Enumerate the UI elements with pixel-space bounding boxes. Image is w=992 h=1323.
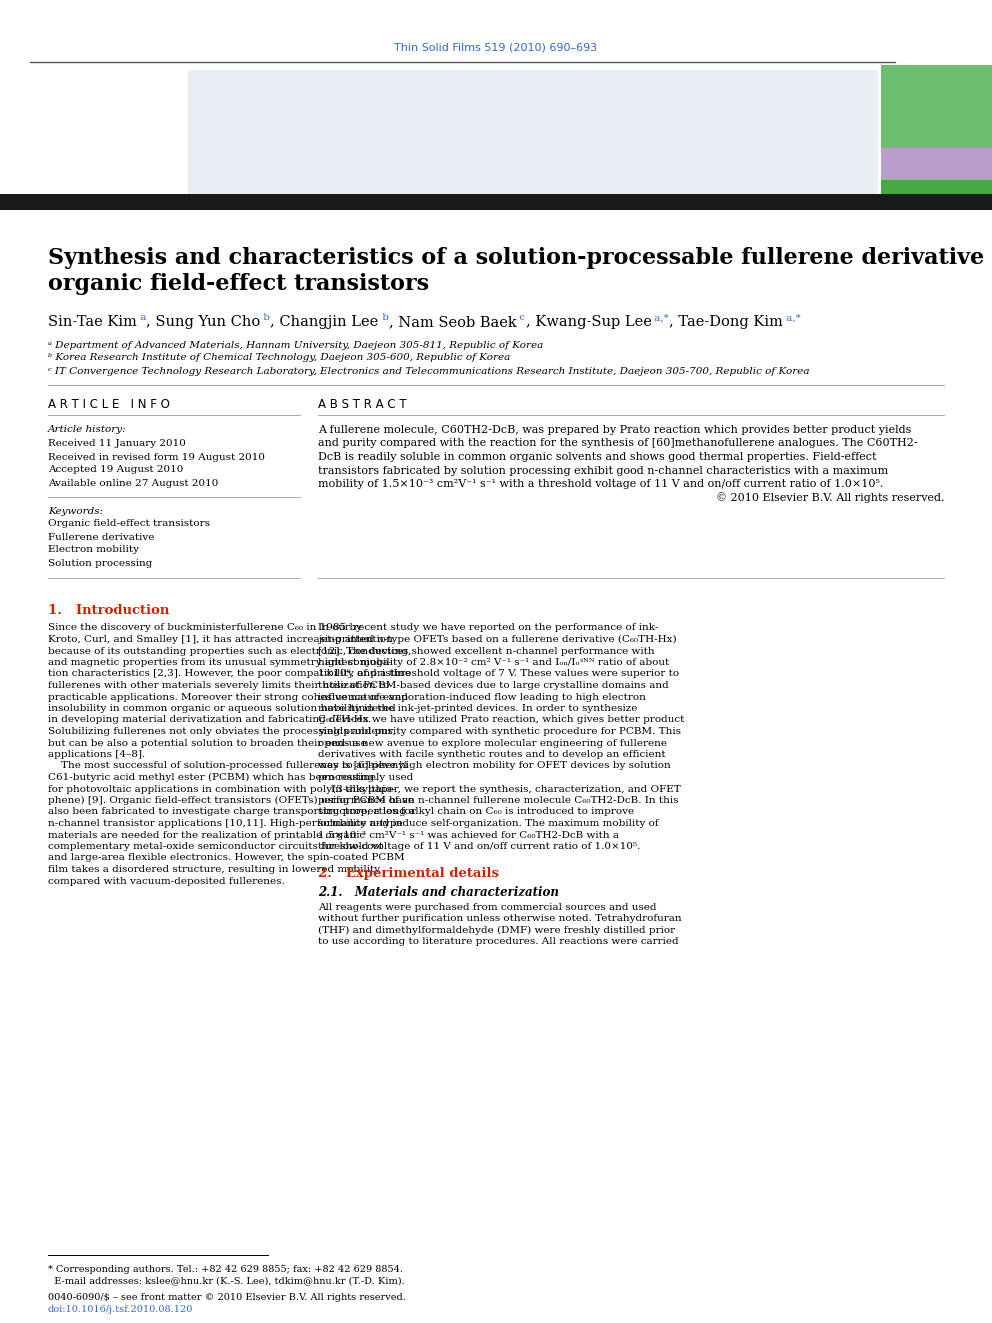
Text: 🌲: 🌲 [94, 134, 112, 163]
Text: influence of evaporation-induced flow leading to high electron: influence of evaporation-induced flow le… [318, 692, 646, 701]
Text: ELSEVIER: ELSEVIER [66, 108, 140, 122]
Text: applications [4–8].: applications [4–8]. [48, 750, 145, 759]
Text: insolubility in common organic or aqueous solution have hindered: insolubility in common organic or aqueou… [48, 704, 396, 713]
Text: Organic field-effect transistors: Organic field-effect transistors [48, 520, 210, 528]
Text: threshold voltage of 11 V and on/off current ratio of 1.0×10⁵.: threshold voltage of 11 V and on/off cur… [318, 841, 641, 851]
Text: C61-butyric acid methyl ester (PCBM) which has been routinely used: C61-butyric acid methyl ester (PCBM) whi… [48, 773, 414, 782]
Text: Synthesis and characteristics of a solution-processable fullerene derivative for: Synthesis and characteristics of a solut… [48, 247, 992, 269]
Text: Since the discovery of buckministerfullerene C₆₀ in 1985 by: Since the discovery of buckministerfulle… [48, 623, 362, 632]
Text: Accepted 19 August 2010: Accepted 19 August 2010 [48, 466, 184, 475]
Text: ᵃ Department of Advanced Materials, Hannam University, Daejeon 305-811, Republic: ᵃ Department of Advanced Materials, Hann… [48, 340, 544, 349]
Text: those of PCBM-based devices due to large crystalline domains and: those of PCBM-based devices due to large… [318, 681, 669, 691]
Text: 2.1.   Materials and characterization: 2.1. Materials and characterization [318, 885, 558, 898]
Text: without further purification unless otherwise noted. Tetrahydrofuran: without further purification unless othe… [318, 914, 682, 923]
Text: because of its outstanding properties such as electronic, conducting,: because of its outstanding properties su… [48, 647, 412, 655]
Text: * Corresponding authors. Tel.: +82 42 629 8855; fax: +82 42 629 8854.: * Corresponding authors. Tel.: +82 42 62… [48, 1265, 403, 1274]
Text: a,*: a,* [783, 314, 801, 323]
Text: c: c [517, 314, 526, 323]
Text: for photovoltaic applications in combination with poly(3-alkylthio-: for photovoltaic applications in combina… [48, 785, 396, 794]
Text: performance of an n-channel fullerene molecule C₆₀TH2-DcB. In this: performance of an n-channel fullerene mo… [318, 796, 679, 804]
Text: solubility and induce self-organization. The maximum mobility of: solubility and induce self-organization.… [318, 819, 659, 828]
Text: highest mobility of 2.8×10⁻² cm² V⁻¹ s⁻¹ and Iₒₙ/Iₒᵌᴺᴺ ratio of about: highest mobility of 2.8×10⁻² cm² V⁻¹ s⁻¹… [318, 658, 670, 667]
Text: also been fabricated to investigate charge transporting properties for: also been fabricated to investigate char… [48, 807, 416, 816]
Text: opens a new avenue to explore molecular engineering of fullerene: opens a new avenue to explore molecular … [318, 738, 667, 747]
Text: b: b [261, 314, 271, 323]
Text: transistors fabricated by solution processing exhibit good n-channel characteris: transistors fabricated by solution proce… [318, 466, 888, 475]
Text: Thin Solid Films 519 (2010) 690–693: Thin Solid Films 519 (2010) 690–693 [395, 44, 597, 53]
Text: and large-area flexible electronics. However, the spin-coated PCBM: and large-area flexible electronics. How… [48, 853, 405, 863]
Text: a,*: a,* [652, 314, 670, 323]
Text: , Changjin Lee: , Changjin Lee [271, 315, 379, 329]
Text: [12]. The devices showed excellent n-channel performance with: [12]. The devices showed excellent n-cha… [318, 647, 655, 655]
Text: mobility of 1.5×10⁻³ cm²V⁻¹ s⁻¹ with a threshold voltage of 11 V and on/off curr: mobility of 1.5×10⁻³ cm²V⁻¹ s⁻¹ with a t… [318, 479, 883, 490]
Text: 1×10⁶, and a threshold voltage of 7 V. These values were superior to: 1×10⁶, and a threshold voltage of 7 V. T… [318, 669, 680, 679]
Text: A fullerene molecule, C60TH2-DcB, was prepared by Prato reaction which provides : A fullerene molecule, C60TH2-DcB, was pr… [318, 425, 912, 435]
Text: Solubilizing fullerenes not only obviates the processing problems,: Solubilizing fullerenes not only obviate… [48, 728, 396, 736]
Text: in developing material derivatization and fabricating devices.: in developing material derivatization an… [48, 716, 371, 725]
Text: tion characteristics [2,3]. However, the poor compatibility of pristine: tion characteristics [2,3]. However, the… [48, 669, 411, 679]
Text: materials are needed for the realization of printable organic: materials are needed for the realization… [48, 831, 365, 840]
Text: organic field-effect transistors: organic field-effect transistors [48, 273, 430, 295]
Text: 0040-6090/$ – see front matter © 2010 Elsevier B.V. All rights reserved.: 0040-6090/$ – see front matter © 2010 El… [48, 1293, 406, 1302]
Text: compared with vacuum-deposited fullerenes.: compared with vacuum-deposited fullerene… [48, 877, 285, 885]
Text: fullerenes with other materials severely limits their utilization to: fullerenes with other materials severely… [48, 681, 390, 691]
Text: , Sung Yun Cho: , Sung Yun Cho [146, 315, 261, 329]
Text: a: a [137, 314, 146, 323]
Text: Keywords:: Keywords: [48, 507, 103, 516]
Text: Fullerene derivative: Fullerene derivative [48, 532, 155, 541]
Text: and purity compared with the reaction for the synthesis of [60]methanofullerene : and purity compared with the reaction fo… [318, 438, 918, 448]
Text: A R T I C L E   I N F O: A R T I C L E I N F O [48, 398, 170, 411]
Text: structure, a long alkyl chain on C₆₀ is introduced to improve: structure, a long alkyl chain on C₆₀ is … [318, 807, 634, 816]
Text: (THF) and dimethylformaldehyde (DMF) were freshly distilled prior: (THF) and dimethylformaldehyde (DMF) wer… [318, 925, 676, 934]
Text: mobility in the ink-jet-printed devices. In order to synthesize: mobility in the ink-jet-printed devices.… [318, 704, 638, 713]
Text: Electron mobility: Electron mobility [48, 545, 139, 554]
Text: journal homepage: www.elsevier.com/locate/tsf: journal homepage: www.elsevier.com/locat… [356, 156, 636, 168]
Text: E-mail addresses: kslee@hnu.kr (K.-S. Lee), tdkim@hnu.kr (T.-D. Kim).: E-mail addresses: kslee@hnu.kr (K.-S. Le… [48, 1277, 405, 1286]
Text: The most successful of solution-processed fullerenes is [6]-phenyl: The most successful of solution-processe… [48, 762, 408, 770]
Text: doi:10.1016/j.tsf.2010.08.120: doi:10.1016/j.tsf.2010.08.120 [48, 1304, 193, 1314]
Text: film takes a disordered structure, resulting in lowered mobility: film takes a disordered structure, resul… [48, 865, 380, 875]
Text: Kroto, Curl, and Smalley [1], it has attracted increasing attention: Kroto, Curl, and Smalley [1], it has att… [48, 635, 393, 644]
Text: , Kwang-Sup Lee: , Kwang-Sup Lee [526, 315, 652, 329]
Text: DcB is readily soluble in common organic solvents and shows good thermal propert: DcB is readily soluble in common organic… [318, 452, 877, 462]
Text: phene) [9]. Organic field-effect transistors (OFETs) using PCBM have: phene) [9]. Organic field-effect transis… [48, 796, 414, 806]
Text: Thin Solid Films: Thin Solid Films [376, 105, 616, 132]
Text: © 2010 Elsevier B.V. All rights reserved.: © 2010 Elsevier B.V. All rights reserved… [715, 492, 944, 503]
Text: 1.   Introduction: 1. Introduction [48, 603, 170, 617]
Text: All reagents were purchased from commercial sources and used: All reagents were purchased from commerc… [318, 902, 657, 912]
Text: ScienceDirect: ScienceDirect [496, 74, 577, 86]
Text: Article history:: Article history: [48, 426, 127, 434]
Text: b: b [379, 314, 389, 323]
Text: In this paper, we report the synthesis, characterization, and OFET: In this paper, we report the synthesis, … [318, 785, 681, 794]
Text: and magnetic properties from its unusual symmetry and conjuga-: and magnetic properties from its unusual… [48, 658, 393, 667]
Text: , Nam Seob Baek: , Nam Seob Baek [389, 315, 517, 329]
Text: processing.: processing. [318, 773, 379, 782]
Text: n-channel transistor applications [10,11]. High-performance n-type: n-channel transistor applications [10,11… [48, 819, 403, 828]
Text: Contents lists available at: Contents lists available at [338, 74, 496, 86]
Text: jet-printed n-type OFETs based on a fullerene derivative (C₆₀TH-Hx): jet-printed n-type OFETs based on a full… [318, 635, 677, 644]
Text: C₆₀TH-Hx we have utilized Prato reaction, which gives better product: C₆₀TH-Hx we have utilized Prato reaction… [318, 716, 684, 725]
Text: ᵇ Korea Research Institute of Chemical Technology, Daejeon 305-600, Republic of : ᵇ Korea Research Institute of Chemical T… [48, 353, 510, 363]
Text: Received in revised form 19 August 2010: Received in revised form 19 August 2010 [48, 452, 265, 462]
Text: Received 11 January 2010: Received 11 January 2010 [48, 439, 186, 448]
Text: to use according to literature procedures. All reactions were carried: to use according to literature procedure… [318, 937, 679, 946]
Text: , Tae-Dong Kim: , Tae-Dong Kim [670, 315, 783, 329]
Text: Solution processing: Solution processing [48, 558, 153, 568]
Text: Sin-Tae Kim: Sin-Tae Kim [48, 315, 137, 329]
Text: 2.   Experimental details: 2. Experimental details [318, 868, 499, 881]
Text: thin
films: thin films [918, 105, 952, 132]
Text: 1.5×10⁻³ cm²V⁻¹ s⁻¹ was achieved for C₆₀TH2-DcB with a: 1.5×10⁻³ cm²V⁻¹ s⁻¹ was achieved for C₆₀… [318, 831, 619, 840]
Text: In our recent study we have reported on the performance of ink-: In our recent study we have reported on … [318, 623, 659, 632]
Text: Available online 27 August 2010: Available online 27 August 2010 [48, 479, 218, 487]
Text: derivatives with facile synthetic routes and to develop an efficient: derivatives with facile synthetic routes… [318, 750, 666, 759]
Text: but can be also a potential solution to broaden their end-use: but can be also a potential solution to … [48, 738, 367, 747]
Text: way to achieve high electron mobility for OFET devices by solution: way to achieve high electron mobility fo… [318, 762, 671, 770]
Text: ᶜ IT Convergence Technology Research Laboratory, Electronics and Telecommunicati: ᶜ IT Convergence Technology Research Lab… [48, 366, 809, 376]
Text: yields and purity compared with synthetic procedure for PCBM. This: yields and purity compared with syntheti… [318, 728, 681, 736]
Text: practicable applications. Moreover their strong cohesive nature and: practicable applications. Moreover their… [48, 692, 408, 701]
Text: A B S T R A C T: A B S T R A C T [318, 398, 407, 411]
Text: complementary metal-oxide semiconductor circuits for low-cost: complementary metal-oxide semiconductor … [48, 841, 383, 851]
